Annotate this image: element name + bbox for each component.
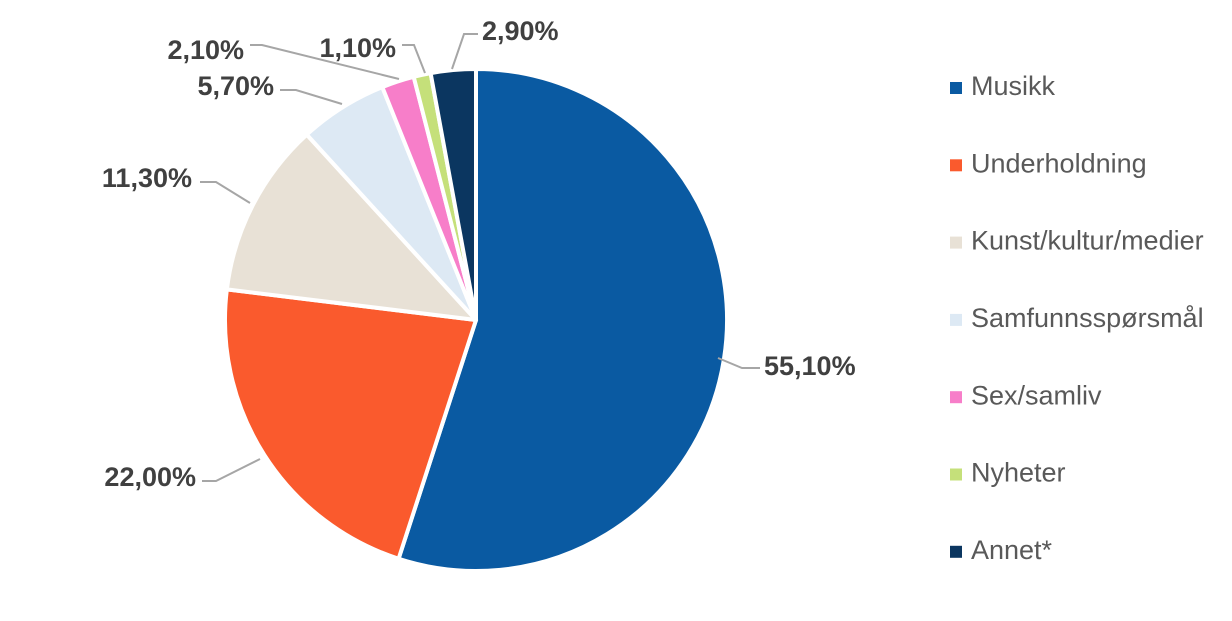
legend-label-samfunnssp-rsm-l: Samfunnsspørsmål [971,303,1204,333]
data-label-underholdning: 22,00% [104,462,196,492]
data-label-musikk: 55,10% [764,351,856,381]
legend-swatch-kunst-kultur-medier [950,236,962,249]
legend: Musikk Underholdning Kunst/kultur/medier Sa… [950,71,1204,565]
legend-swatch-annet [950,545,962,558]
legend-swatch-musikk [950,82,962,94]
legend-swatch-nyheter [950,468,962,481]
leader-line-samfunnssp-rsm-l [280,89,343,105]
legend-label-musikk: Musikk [971,71,1056,101]
leader-line-kunst-kultur-medier [200,181,251,204]
legend-swatch-sex-samliv [950,391,962,404]
slice-underholdning [223,287,478,561]
data-label-sex-samliv: 2,10% [167,35,244,65]
leader-line-nyheter [402,44,426,74]
legend-label-underholdning: Underholdning [971,148,1147,178]
legend-label-kunst-kultur-medier: Kunst/kultur/medier [971,226,1204,256]
data-label-nyheter: 1,10% [319,33,396,63]
leader-line-sex-samliv [250,44,400,80]
data-label-annet: 2,90% [482,16,559,46]
legend-label-annet: Annet* [971,535,1053,565]
data-label-kunst-kultur-medier: 11,30% [102,163,192,193]
slice-kunst-kultur-medier [224,132,478,322]
slice-musikk [396,67,730,573]
legend-swatch-underholdning [950,159,962,172]
legend-label-sex-samliv: Sex/samliv [971,380,1102,410]
legend-swatch-samfunnssp-rsm-l [950,313,962,326]
data-labels: 55,10% 22,00% 11,30% 5,70% 2,10% 1,10% 2,90% [102,16,856,492]
slice-annet [428,67,478,322]
data-label-samfunnssp-rsm-l: 5,70% [197,71,274,101]
legend-label-nyheter: Nyheter [971,458,1066,488]
leader-line-underholdning [202,458,261,482]
leader-line-annet [451,33,478,70]
leader-line-musikk [717,357,760,369]
pie-slices [223,67,730,573]
label-leader-lines [200,33,760,482]
